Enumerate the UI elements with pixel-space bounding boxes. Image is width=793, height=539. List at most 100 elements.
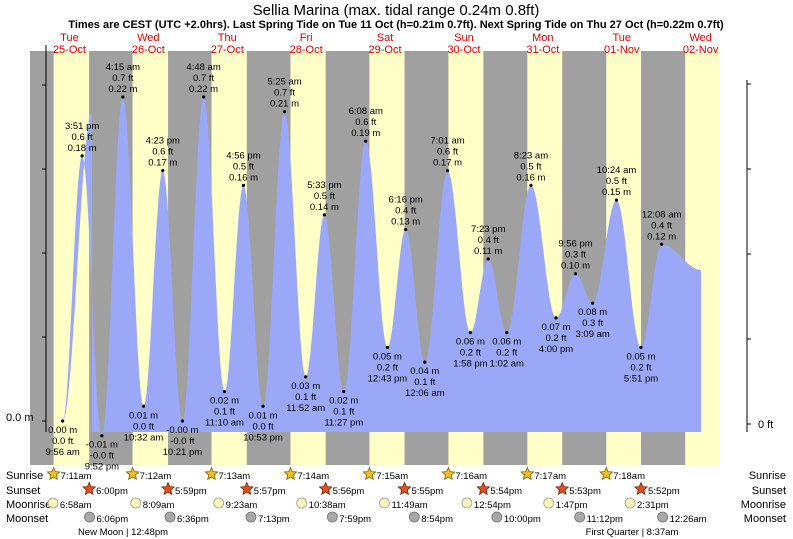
sunset-icon	[160, 481, 176, 496]
sunrise-icon	[283, 466, 298, 481]
tide-meters: 0.16 m	[229, 172, 258, 183]
moonset-icon	[326, 511, 338, 523]
tide-feet: 0.6 ft	[355, 117, 376, 128]
tide-feet: 0.5 ft	[314, 191, 335, 202]
tide-time: 12:08 am	[642, 209, 682, 220]
tide-feet: 0.6 ft	[152, 147, 173, 158]
tide-feet: -0.0 ft	[170, 436, 195, 447]
moonrise-icon	[130, 497, 142, 509]
tide-meters: 0.02 m	[329, 396, 358, 407]
sunset-time: 5:56pm	[333, 486, 365, 497]
sunrise-time: 7:17am	[534, 471, 566, 482]
tide-meters: 0.21 m	[270, 99, 299, 110]
sunset-icon	[82, 481, 97, 496]
moonset-icon	[164, 511, 176, 523]
moonrise-icon	[461, 497, 473, 509]
tide-point	[61, 419, 65, 423]
tide-meters: 0.06 m	[456, 337, 485, 348]
sunrise-time: 7:18am	[613, 471, 645, 482]
day-name: Mon	[532, 32, 553, 44]
sunset-time: 5:57pm	[254, 486, 286, 497]
tide-time: 6:16 pm	[388, 195, 422, 206]
tide-feet: 0.5 ft	[606, 176, 627, 187]
tide-point	[161, 169, 165, 173]
tide-feet: 0.4 ft	[478, 235, 499, 246]
tide-point	[554, 316, 558, 320]
legend-moonset: Moonset	[6, 513, 48, 525]
moon-phases: New Moon | 12:48pm First Quarter | 8:37am	[78, 527, 679, 538]
daylight-band	[53, 51, 90, 465]
moonset-time: 7:59pm	[339, 514, 371, 525]
sunset-icon	[239, 481, 254, 496]
moonrise-time: 10:38am	[309, 500, 346, 511]
tide-feet: 0.0 ft	[252, 421, 273, 432]
moonset-time: 12:26am	[670, 514, 707, 525]
sunrise-icon	[204, 466, 219, 481]
sunset-time: 5:52pm	[648, 486, 680, 497]
tide-meters: 0.08 m	[578, 307, 607, 318]
tide-point	[100, 434, 104, 438]
sunrise-time: 7:16am	[455, 471, 487, 482]
moonrise-time: 11:49am	[391, 500, 427, 511]
chart-title: Sellia Marina (max. tidal range 0.24m 0.…	[253, 2, 540, 19]
sunset-time: 6:00pm	[96, 486, 128, 497]
legend-sunset: Sunset	[6, 485, 40, 497]
moonset-icon	[408, 511, 420, 523]
moonset-icon	[84, 511, 95, 523]
tide-feet: 0.2 ft	[630, 362, 651, 373]
sunset-time: 5:54pm	[490, 486, 522, 497]
tide-time: 11:27 pm	[324, 418, 363, 429]
tide-time: 10:24 am	[597, 165, 637, 176]
tide-feet: 0.0 ft	[52, 436, 73, 447]
tide-meters: 0.18 m	[68, 143, 97, 154]
tide-meters: 0.13 m	[391, 217, 420, 228]
tide-point	[639, 345, 643, 349]
tide-point	[342, 389, 346, 394]
tide-time: 4:23 pm	[146, 136, 180, 147]
tide-point	[468, 331, 473, 335]
moonrise-icon	[296, 497, 308, 509]
day-date: 31-Oct	[526, 44, 559, 56]
tide-meters: 0.02 m	[210, 396, 239, 407]
sunrise-icon	[362, 466, 377, 481]
tide-point	[423, 360, 427, 364]
tide-meters: 0.17 m	[148, 158, 177, 169]
moonset-time: 6:06pm	[97, 514, 129, 525]
tide-meters: 0.12 m	[647, 231, 676, 242]
tide-feet: 0.4 ft	[651, 220, 672, 231]
tide-time: 5:33 pm	[307, 180, 341, 191]
tide-feet: 0.2 ft	[545, 333, 566, 344]
moonset-icon	[491, 511, 503, 523]
tide-point	[282, 110, 287, 114]
sunrise-icon	[46, 466, 61, 481]
sunrise-time: 7:15am	[376, 471, 408, 482]
tide-meters: 0.00 m	[48, 425, 77, 436]
day-date: 01-Nov	[604, 44, 640, 56]
legend-sunrise-right: Sunrise	[749, 470, 786, 482]
tide-meters: 0.11 m	[474, 246, 502, 257]
sunrise-time: 7:14am	[297, 471, 329, 482]
tide-point	[180, 419, 184, 423]
moonrise-icon	[213, 497, 225, 509]
tide-time: 10:53 pm	[243, 432, 283, 443]
tide-time: 5:51 pm	[624, 373, 658, 384]
sunrise-time: 7:13am	[219, 471, 251, 482]
sunrise-time: 7:12am	[140, 471, 172, 482]
moon-phase-first-quarter: First Quarter | 8:37am	[586, 527, 679, 538]
tide-feet: 0.7 ft	[193, 73, 214, 84]
tide-point	[486, 257, 490, 261]
moonrise-time: 9:23am	[226, 500, 258, 511]
moonrise-icon	[624, 497, 636, 509]
sunrise-icon	[125, 466, 140, 481]
tide-feet: 0.1 ft	[214, 407, 235, 418]
tide-feet: 0.5 ft	[520, 161, 541, 172]
tide-feet: 0.1 ft	[295, 392, 316, 403]
day-date: 27-Oct	[211, 44, 244, 56]
moonset-icon	[245, 511, 257, 523]
tide-feet: 0.3 ft	[565, 250, 586, 261]
sunset-icon	[555, 481, 570, 496]
moonrise-time: 6:58am	[60, 500, 92, 511]
tide-point	[614, 198, 619, 202]
tide-feet: 0.5 ft	[233, 161, 254, 172]
legend-moonrise: Moonrise	[6, 499, 51, 511]
